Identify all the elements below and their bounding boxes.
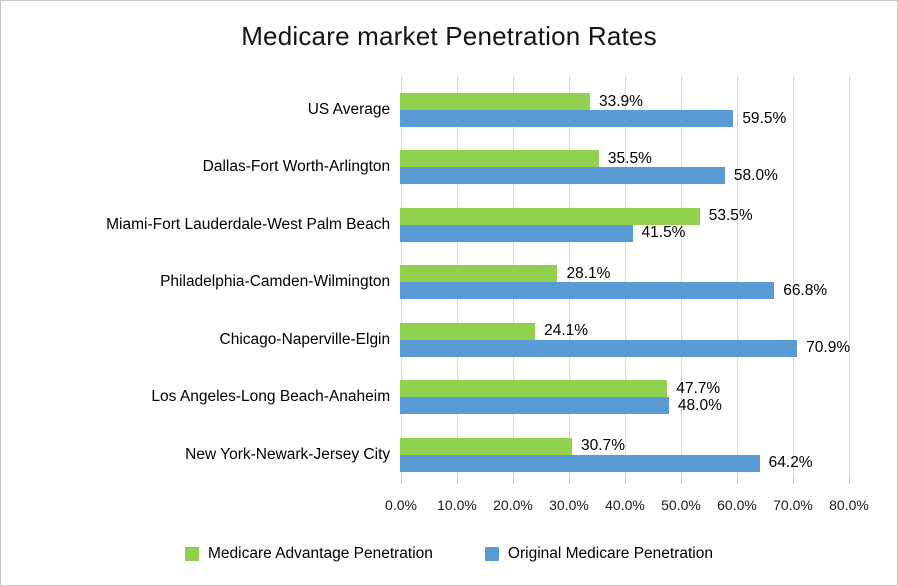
bar-medicare-advantage-penetration — [400, 93, 590, 110]
bar-line: 47.7% — [400, 379, 897, 398]
bar-medicare-advantage-penetration — [400, 150, 599, 168]
bar-value-label: 41.5% — [641, 224, 686, 242]
bar-value-label: 48.0% — [677, 396, 722, 414]
x-axis-tick-label: 0.0% — [385, 497, 417, 513]
bar-medicare-advantage-penetration — [400, 265, 558, 283]
bar-value-label: 66.8% — [783, 281, 828, 299]
legend-swatch-medicare-advantage-penetration — [185, 547, 200, 561]
bar-original-medicare-penetration — [400, 224, 633, 242]
gridline — [737, 76, 738, 478]
bar-original-medicare-penetration — [400, 339, 798, 357]
legend-item-original-medicare-penetration: Original Medicare Penetration — [484, 545, 713, 563]
x-axis-tick-label: 20.0% — [493, 497, 533, 513]
bar-line: 59.5% — [400, 109, 897, 127]
bar-group: 28.1% 66.8% — [400, 248, 897, 305]
bar-line: 35.5% — [400, 149, 897, 168]
bar-value-label: 33.9% — [598, 92, 643, 110]
bar-group: 30.7% 64.2% — [400, 421, 897, 478]
bar-line: 64.2% — [400, 454, 897, 472]
legend-label: Original Medicare Penetration — [507, 545, 713, 562]
legend-swatch-original-medicare-penetration — [484, 547, 499, 561]
category-row: Miami-Fort Lauderdale-West Palm Beach 53.… — [1, 191, 897, 248]
bar-value-label: 47.7% — [676, 379, 721, 397]
axis-tick-mark — [401, 478, 402, 484]
axis-tick-mark — [737, 478, 738, 484]
bar-medicare-advantage-penetration — [400, 207, 700, 225]
bar-original-medicare-penetration — [400, 397, 669, 415]
x-axis-tick-label: 80.0% — [829, 497, 869, 513]
category-label-dallas-fort-worth-arlington: Dallas-Fort Worth-Arlington — [202, 158, 391, 176]
bar-value-label: 58.0% — [733, 166, 778, 184]
x-axis-tick-label: 10.0% — [437, 497, 477, 513]
axis-tick-mark — [569, 478, 570, 484]
x-axis-tick-label: 60.0% — [717, 497, 757, 513]
bar-line: 24.1% — [400, 322, 897, 340]
axis-tick-mark — [849, 478, 850, 484]
bar-group: 47.7% 48.0% — [400, 363, 897, 420]
legend-label: Medicare Advantage Penetration — [208, 545, 433, 562]
bar-line: 70.9% — [400, 339, 897, 357]
category-row: Philadelphia-Camden-Wilmington 28.1% 66.8% — [1, 248, 897, 305]
axis-tick-mark — [681, 478, 682, 484]
bar-line: 30.7% — [400, 437, 897, 455]
bar-line: 66.8% — [400, 281, 897, 300]
bar-value-label: 64.2% — [768, 454, 813, 472]
x-axis-tick-label: 70.0% — [773, 497, 813, 513]
gridline — [793, 76, 794, 478]
x-axis-tick-label: 50.0% — [661, 497, 701, 513]
bar-line: 33.9% — [400, 92, 897, 110]
bar-value-label: 70.9% — [806, 339, 851, 357]
bar-medicare-advantage-penetration — [400, 322, 536, 340]
bar-medicare-advantage-penetration — [400, 380, 668, 398]
category-row: Chicago-Naperville-Elgin 24.1% 70.9% — [1, 306, 897, 363]
chart-title: Medicare market Penetration Rates — [241, 21, 657, 51]
x-axis-tick-label: 30.0% — [549, 497, 589, 513]
bar-medicare-advantage-penetration — [400, 437, 573, 455]
bar-line: 41.5% — [400, 224, 897, 242]
bar-line: 53.5% — [400, 207, 897, 225]
bar-group: 33.9% 59.5% — [400, 76, 897, 133]
bar-original-medicare-penetration — [400, 282, 775, 300]
bar-line: 28.1% — [400, 264, 897, 283]
bar-value-label: 30.7% — [581, 437, 625, 455]
axis-tick-mark — [793, 478, 794, 484]
bar-value-label: 28.1% — [566, 264, 611, 282]
x-axis: 0.0% 10.0% 20.0% 30.0% 40.0% 50.0% 60.0% 70.0% 8… — [385, 497, 869, 515]
bar-line: 58.0% — [400, 166, 897, 185]
bar-original-medicare-penetration — [400, 454, 760, 472]
category-label-new-york-newark-jersey-city: New York-Newark-Jersey City — [185, 445, 391, 463]
bar-value-label: 35.5% — [607, 149, 652, 167]
bar-original-medicare-penetration — [400, 110, 734, 127]
category-row: Los Angeles-Long Beach-Anaheim 47.7% 48.0% — [1, 363, 897, 420]
bar-value-label: 53.5% — [708, 207, 753, 225]
category-row: Dallas-Fort Worth-Arlington 35.5% 58.0% — [1, 133, 897, 190]
bar-group: 53.5% 41.5% — [400, 191, 897, 248]
axis-tick-mark — [457, 478, 458, 484]
category-label-chicago-naperville-elgin: Chicago-Naperville-Elgin — [219, 330, 391, 348]
legend: Medicare Advantage Penetration Original M… — [1, 545, 897, 563]
bar-group: 24.1% 70.9% — [400, 306, 897, 363]
category-label-us-average: US Average — [307, 101, 391, 118]
axis-tick-mark — [625, 478, 626, 484]
category-row: US Average 33.9% 59.5% — [1, 76, 897, 133]
x-axis-tick-label: 40.0% — [605, 497, 645, 513]
bar-group: 35.5% 58.0% — [400, 133, 897, 190]
axis-tick-mark — [513, 478, 514, 484]
bar-original-medicare-penetration — [400, 167, 725, 185]
gridline — [569, 76, 570, 478]
bar-value-label: 24.1% — [544, 322, 589, 340]
category-label-los-angeles-long-beach-anaheim: Los Angeles-Long Beach-Anaheim — [151, 388, 391, 406]
category-label-miami-fort-lauderdale-west-palm-beach: Miami-Fort Lauderdale-West Palm Beach — [106, 215, 391, 233]
bar-line: 48.0% — [400, 396, 897, 415]
gridline — [625, 76, 626, 478]
gridline — [681, 76, 682, 478]
gridline — [849, 76, 850, 478]
bar-rows: US Average 33.9% 59.5% Dallas-Fort Worth-Ar… — [1, 76, 897, 478]
bar-value-label: 59.5% — [742, 109, 787, 127]
legend-item-medicare-advantage-penetration: Medicare Advantage Penetration — [185, 545, 433, 563]
category-row: New York-Newark-Jersey City 30.7% 64.2% — [1, 421, 897, 478]
category-label-philadelphia-camden-wilmington: Philadelphia-Camden-Wilmington — [160, 273, 391, 291]
